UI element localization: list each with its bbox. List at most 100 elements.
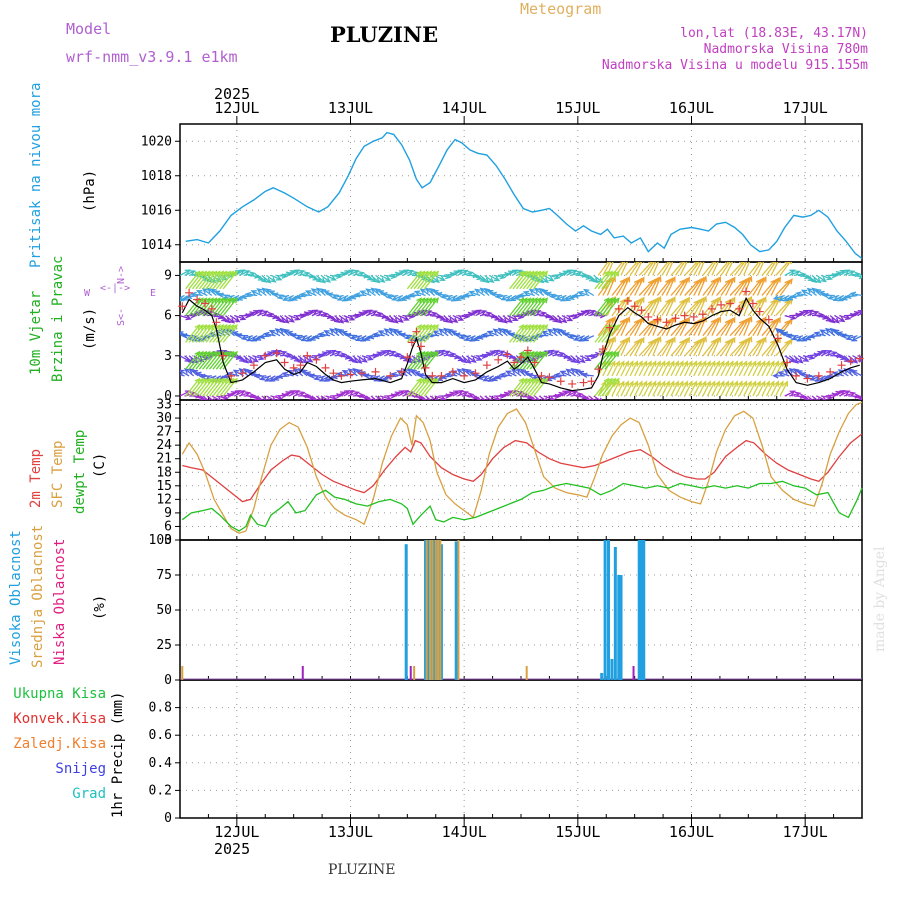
wind-arrow bbox=[218, 294, 231, 297]
wind-arrow bbox=[493, 315, 504, 323]
wind-arrow bbox=[833, 294, 845, 301]
wind-arrow-head bbox=[283, 317, 290, 324]
lonlat-label: lon,lat (18.83E, 43.17N) bbox=[680, 26, 868, 41]
wind-arrow-head bbox=[258, 355, 265, 361]
gust-marker bbox=[568, 379, 577, 388]
day-label-bottom: 17JUL bbox=[783, 823, 828, 841]
wind-arrow-head bbox=[294, 315, 301, 321]
wind-arrow bbox=[238, 355, 249, 364]
gust-marker bbox=[321, 363, 330, 372]
wind-arrow bbox=[725, 262, 734, 276]
wind-arrow-head bbox=[185, 293, 193, 300]
wind-arrow bbox=[515, 378, 531, 397]
wind-arrow bbox=[665, 277, 676, 296]
wind-arrow bbox=[843, 270, 855, 277]
wind-arrow-head bbox=[445, 372, 452, 378]
wind-arrow-head bbox=[525, 270, 532, 277]
wind-arrow-head bbox=[180, 296, 185, 302]
wind-arrow bbox=[212, 378, 228, 397]
wind-arrow bbox=[215, 378, 231, 397]
wind-arrow bbox=[752, 338, 764, 357]
wind-arrow-head bbox=[239, 390, 246, 396]
wind-arrow-head bbox=[356, 358, 363, 364]
mid-cloud-bar bbox=[413, 666, 416, 680]
gust-marker bbox=[579, 378, 588, 387]
wind-arrow-head bbox=[802, 356, 810, 362]
wind-arrow-head bbox=[670, 275, 676, 283]
wind-arrow-head bbox=[257, 309, 264, 315]
wind-arrow-head bbox=[862, 276, 867, 280]
wind-arrow bbox=[811, 274, 821, 283]
wind-arrow bbox=[561, 390, 572, 397]
wind-arrow bbox=[684, 381, 693, 397]
wind-arrow bbox=[438, 350, 450, 357]
wind-arrow bbox=[417, 297, 432, 316]
wind-arrow bbox=[675, 361, 684, 377]
wind-arrow bbox=[629, 298, 642, 316]
wind-arrow-head bbox=[225, 297, 231, 304]
wind-arrow bbox=[797, 335, 808, 342]
wind-arrow-head bbox=[576, 270, 583, 276]
wind-arrow bbox=[219, 351, 234, 370]
wind-arrow bbox=[761, 340, 776, 357]
wind-arrow bbox=[296, 294, 308, 299]
wind-arrow bbox=[625, 262, 638, 276]
wind-arrow bbox=[729, 340, 745, 357]
wind-arrow-head bbox=[751, 360, 757, 367]
gust-marker bbox=[386, 371, 395, 380]
wind-arrow bbox=[188, 324, 204, 343]
wind-arrow-head bbox=[330, 275, 337, 281]
wind-arrow-head bbox=[228, 317, 236, 324]
wind-arrow bbox=[209, 378, 224, 397]
wind-arrow-head bbox=[590, 397, 593, 400]
wind-arrow bbox=[770, 317, 781, 336]
wind-arrow bbox=[647, 297, 659, 316]
wind-arrow bbox=[702, 262, 715, 276]
wind-arrow-head bbox=[778, 329, 785, 335]
wind-arrow bbox=[638, 340, 654, 357]
wind-arrow bbox=[579, 309, 591, 317]
wind-arrow-head bbox=[218, 377, 225, 384]
wind-arrow bbox=[423, 378, 439, 397]
wind-arrow-head bbox=[850, 336, 858, 342]
wind-arrow bbox=[729, 381, 738, 397]
wind-arrow bbox=[534, 312, 546, 317]
wind-arrow bbox=[606, 276, 616, 296]
wind-arrow bbox=[846, 294, 858, 298]
wind-arrow-head bbox=[276, 294, 284, 300]
wind-arrow bbox=[775, 280, 790, 296]
wind-arrow-head bbox=[440, 293, 447, 300]
wind-arrow-head bbox=[353, 391, 361, 397]
wind-arrow-head bbox=[742, 360, 748, 367]
wind-arrow-head bbox=[218, 396, 222, 400]
wind-arrow-head bbox=[385, 275, 392, 281]
wind-arrow bbox=[264, 333, 276, 337]
wind-arrow-head bbox=[244, 270, 251, 276]
wind-arrow bbox=[298, 272, 310, 277]
wind-arrow-head bbox=[220, 327, 227, 334]
wind-arrow bbox=[725, 361, 734, 377]
wind-arrow bbox=[420, 324, 436, 343]
wind-arrow bbox=[532, 297, 548, 316]
wind-arrow bbox=[512, 297, 528, 316]
gust-marker bbox=[212, 318, 221, 327]
wind-arrow-head bbox=[862, 310, 867, 314]
wind-arrow bbox=[261, 313, 273, 317]
wind-arrow bbox=[465, 335, 476, 341]
wind-arrow-head bbox=[423, 377, 429, 384]
wind-arrow-head bbox=[355, 336, 362, 342]
wind-arrow-head bbox=[191, 336, 198, 342]
bottom-year: 2025 bbox=[214, 840, 251, 858]
wind-arrow bbox=[278, 294, 290, 299]
wind-arrow-head bbox=[822, 292, 829, 299]
wind-arrow-head bbox=[213, 398, 216, 400]
wind-arrow-head bbox=[710, 380, 716, 387]
wind-arrow bbox=[792, 335, 804, 340]
wind-arrow bbox=[479, 312, 491, 317]
wind-arrow-head bbox=[610, 377, 617, 384]
wind-arrow-head bbox=[687, 360, 693, 367]
high-cloud-bar bbox=[429, 540, 433, 680]
wind-arrow-head bbox=[656, 295, 662, 303]
wind-arrow-head bbox=[535, 350, 542, 357]
wind-arrow-head bbox=[494, 395, 501, 400]
